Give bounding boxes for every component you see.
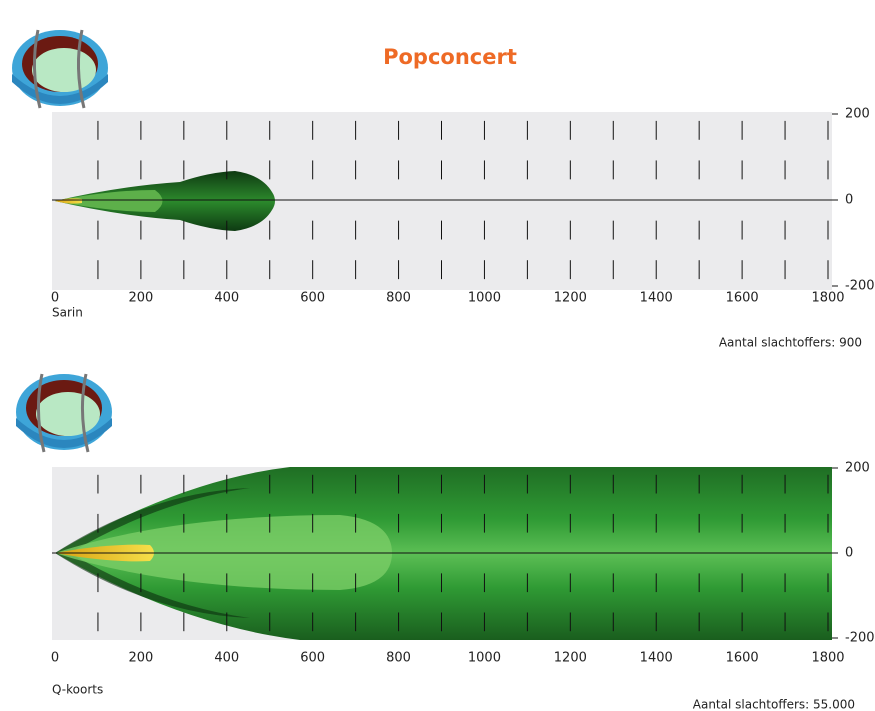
x-tick-label: 1000 <box>468 291 501 306</box>
x-tick-label: 0 <box>51 291 59 306</box>
x-tick-label: 1600 <box>726 651 759 666</box>
x-tick-label: 800 <box>386 651 411 666</box>
x-tick-label: 200 <box>128 291 153 306</box>
x-tick-label: 200 <box>128 651 153 666</box>
y-tick-label: 0 <box>845 546 853 561</box>
x-tick-label: 1400 <box>640 291 673 306</box>
x-tick-label: 1200 <box>554 651 587 666</box>
x-tick-label: 1600 <box>726 291 759 306</box>
y-tick-label: 0 <box>845 193 853 208</box>
stadium-icon <box>12 30 108 108</box>
casualties: Aantal slachtoffers: 55.000 <box>693 698 855 711</box>
x-tick-label: 1000 <box>468 651 501 666</box>
y-tick-label: 200 <box>845 461 870 476</box>
page: Popconcert 0 200 400 600 800 1000 1200 1400 1600… <box>0 0 875 711</box>
x-tick-label: 1800 <box>811 651 844 666</box>
x-tick-label: 1200 <box>554 291 587 306</box>
y-tick-label: 200 <box>845 107 870 122</box>
y-tick-label: -200 <box>845 631 875 646</box>
agent-label: Q-koorts <box>52 683 103 697</box>
x-tick-label: 400 <box>214 651 239 666</box>
x-tick-label: 600 <box>300 651 325 666</box>
x-tick-label: 0 <box>51 651 59 666</box>
x-tick-label: 400 <box>214 291 239 306</box>
x-tick-label: 800 <box>386 291 411 306</box>
casualties: Aantal slachtoffers: 900 <box>719 336 862 350</box>
agent-label: Sarin <box>52 306 83 320</box>
title: Popconcert <box>383 45 517 69</box>
x-tick-label: 600 <box>300 291 325 306</box>
x-tick-label: 1800 <box>811 291 844 306</box>
stadium-icon <box>16 374 112 452</box>
x-tick-label: 1400 <box>640 651 673 666</box>
y-tick-label: -200 <box>845 279 875 294</box>
